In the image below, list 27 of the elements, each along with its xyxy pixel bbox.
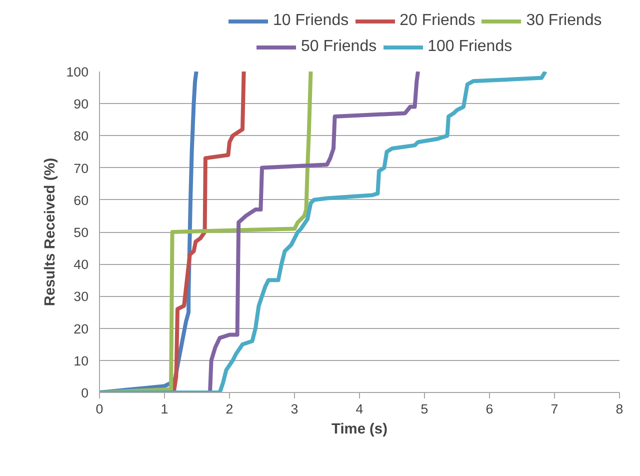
x-tick-label: 5 bbox=[420, 402, 428, 416]
y-tick-label: 100 bbox=[66, 64, 89, 80]
y-tick-label: 90 bbox=[74, 96, 89, 112]
x-tick-label: 4 bbox=[356, 402, 364, 416]
legend-label: 20 Friends bbox=[400, 12, 476, 30]
y-tick-label: 20 bbox=[74, 321, 89, 336]
y-tick-label: 30 bbox=[74, 289, 89, 304]
y-tick-label: 0 bbox=[81, 386, 89, 400]
legend-label: 100 Friends bbox=[428, 38, 512, 56]
y-tick-label: 80 bbox=[74, 128, 89, 144]
x-tick-label: 1 bbox=[160, 402, 168, 416]
legend-label: 30 Friends bbox=[526, 12, 602, 30]
x-tick-label: 3 bbox=[290, 402, 298, 416]
x-tick-label: 0 bbox=[96, 402, 104, 416]
y-tick-label: 10 bbox=[74, 353, 89, 368]
x-tick-label: 8 bbox=[616, 402, 624, 416]
y-tick-label: 60 bbox=[74, 192, 89, 208]
x-axis-title: Time (s) bbox=[332, 422, 388, 438]
y-tick-label: 70 bbox=[74, 160, 89, 176]
y-tick-label: 50 bbox=[74, 225, 89, 240]
y-tick-label: 40 bbox=[74, 257, 89, 272]
legend-label: 10 Friends bbox=[273, 12, 349, 30]
x-tick-label: 6 bbox=[486, 402, 494, 416]
y-axis-title: Results Received (%) bbox=[42, 158, 58, 306]
x-tick-label: 2 bbox=[226, 402, 234, 416]
legend-label: 50 Friends bbox=[301, 38, 377, 56]
x-tick-label: 7 bbox=[550, 402, 558, 416]
